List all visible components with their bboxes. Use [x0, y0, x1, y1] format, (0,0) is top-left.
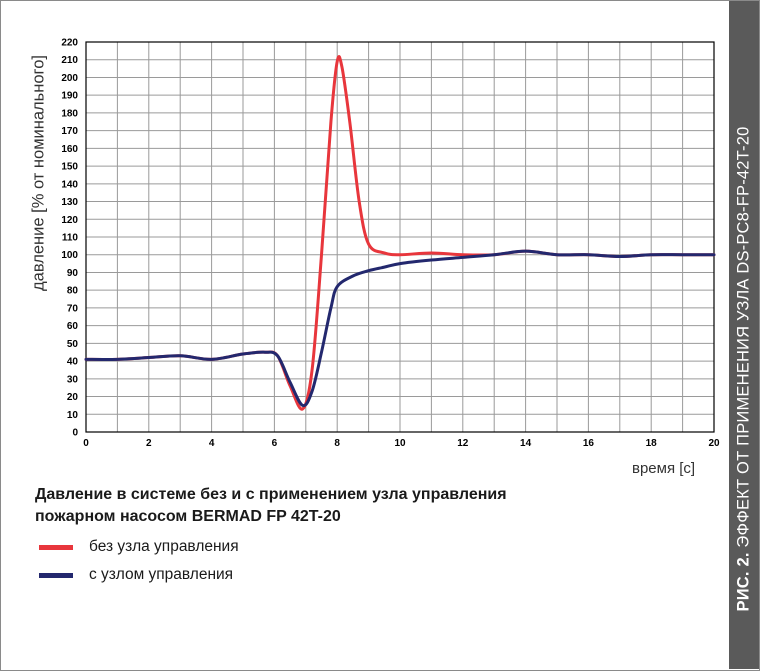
- y-tick-label: 220: [61, 38, 78, 49]
- x-tick-label: 0: [83, 438, 89, 449]
- x-tick-label: 8: [334, 438, 340, 449]
- figure-number-label: РИС. 2. ЭФФЕКТ ОТ ПРИМЕНЕНИЯ УЗЛА DS-PC8…: [735, 127, 754, 612]
- x-tick-label: 10: [394, 438, 406, 449]
- y-tick-label: 100: [61, 250, 78, 261]
- plot-border: [85, 41, 715, 433]
- side-band: [729, 1, 759, 669]
- legend-item-with-valve: с узлом управления: [39, 565, 233, 585]
- y-tick-label: 120: [61, 215, 78, 226]
- legend-label: с узлом управления: [89, 566, 234, 583]
- y-tick-label: 20: [67, 392, 79, 403]
- x-tick-label: 16: [583, 438, 595, 449]
- series-line-with-valve: [84, 249, 716, 408]
- y-tick-label: 210: [61, 55, 78, 66]
- x-tick-label: 18: [646, 438, 658, 449]
- x-tick-label: 2: [146, 438, 152, 449]
- legend-item-without-valve: без узла управления: [39, 537, 239, 557]
- x-tick-label: 4: [209, 438, 215, 449]
- y-tick-label: 190: [61, 91, 78, 102]
- legend-swatch-red: [39, 544, 73, 550]
- y-tick-label: 160: [61, 144, 78, 155]
- y-tick-label: 110: [62, 233, 79, 244]
- y-tick-label: 140: [61, 179, 78, 190]
- figure-number: РИС. 2.: [734, 552, 753, 612]
- y-tick-label: 30: [67, 374, 79, 385]
- legend-label: без узла управления: [89, 538, 239, 555]
- legend-swatch-navy: [39, 572, 73, 578]
- y-tick-label: 60: [67, 321, 79, 332]
- y-tick-label: 170: [61, 126, 78, 137]
- y-tick-label: 80: [67, 286, 79, 297]
- y-tick-label: 40: [67, 357, 79, 368]
- x-tick-label: 14: [520, 438, 532, 449]
- x-tick-label: 20: [708, 438, 720, 449]
- y-tick-label: 10: [67, 410, 79, 421]
- chart-caption: Давление в системе без и с применением у…: [35, 484, 635, 528]
- y-tick-label: 0: [72, 428, 78, 439]
- y-tick-label: 150: [61, 162, 78, 173]
- y-tick-label: 90: [67, 268, 79, 279]
- caption-line-1: Давление в системе без и с применением у…: [35, 486, 507, 503]
- x-tick-label: 6: [272, 438, 278, 449]
- x-tick-label: 12: [457, 438, 469, 449]
- y-tick-label: 50: [67, 339, 79, 350]
- x-axis-label: время [с]: [632, 460, 696, 477]
- caption-line-2: пожарном насосом BERMAD FP 42T-20: [35, 508, 341, 525]
- figure-title: ЭФФЕКТ ОТ ПРИМЕНЕНИЯ УЗЛА DS-PC8-FP-42T-…: [734, 126, 753, 548]
- y-tick-label: 200: [61, 73, 78, 84]
- y-tick-label: 70: [67, 303, 79, 314]
- y-tick-label: 130: [61, 197, 78, 208]
- line-chart: 0102030405060708090100110120130140150160…: [61, 38, 720, 450]
- y-axis-label: давление [% от номинального]: [29, 55, 48, 291]
- y-tick-label: 180: [61, 108, 78, 119]
